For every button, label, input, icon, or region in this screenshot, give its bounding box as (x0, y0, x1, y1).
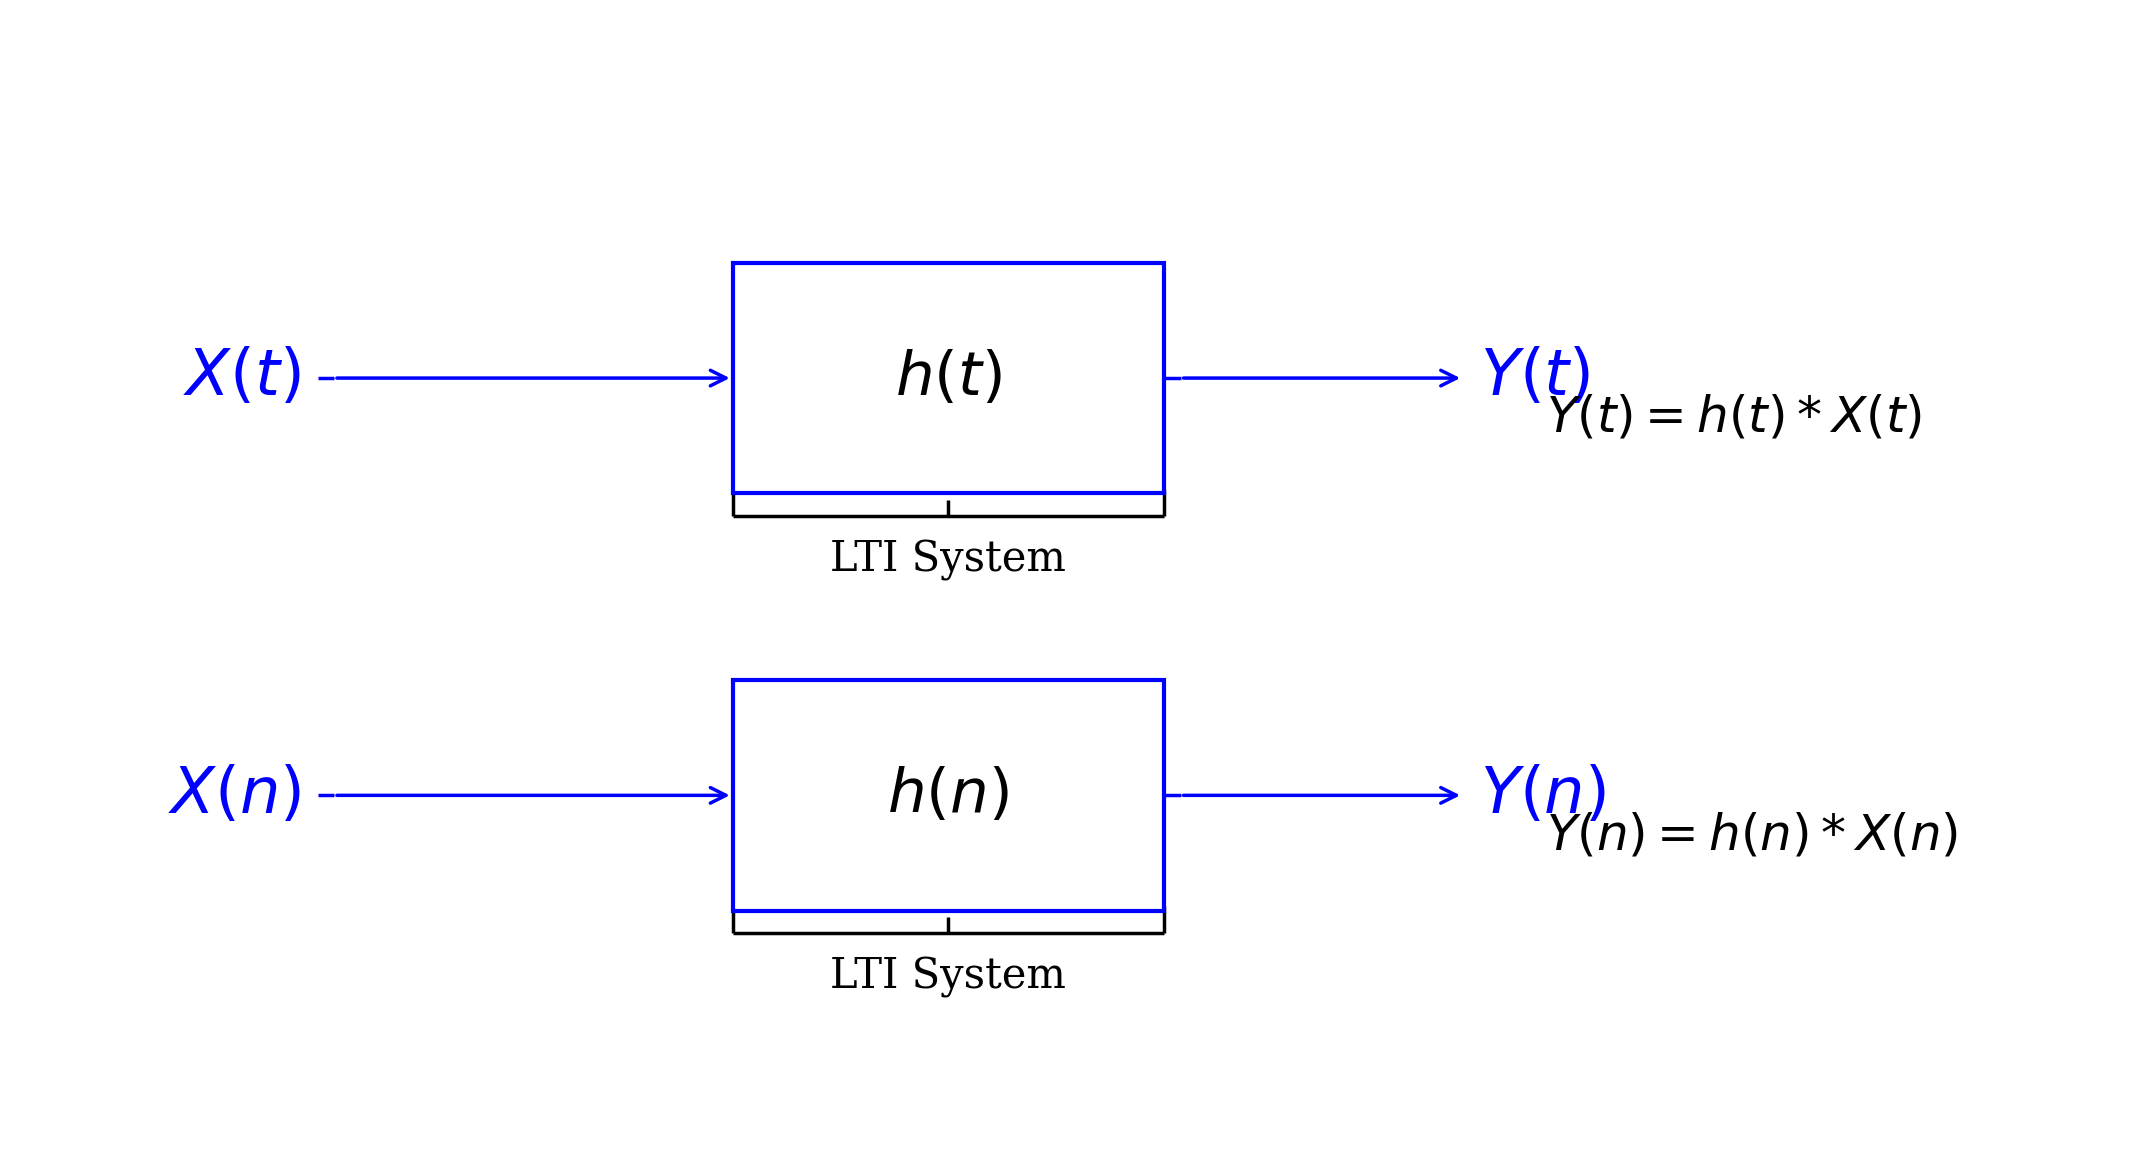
Text: $Y(n) = h(n) * X(n)$: $Y(n) = h(n) * X(n)$ (1547, 811, 1958, 860)
Text: LTI System: LTI System (831, 956, 1067, 998)
Bar (733, 680, 1165, 911)
Text: $Y(t)$: $Y(t)$ (1480, 347, 1589, 409)
Text: $h(t)$: $h(t)$ (895, 348, 1002, 408)
Text: $X(n)$: $X(n)$ (167, 764, 300, 827)
Text: LTI System: LTI System (831, 540, 1067, 581)
Bar (733, 263, 1165, 493)
Text: $Y(n)$: $Y(n)$ (1480, 764, 1606, 827)
Text: $Y(t) = h(t) * X(t)$: $Y(t) = h(t) * X(t)$ (1547, 393, 1921, 443)
Text: $X(t)$: $X(t)$ (182, 347, 300, 409)
Text: $h(n)$: $h(n)$ (887, 766, 1009, 826)
